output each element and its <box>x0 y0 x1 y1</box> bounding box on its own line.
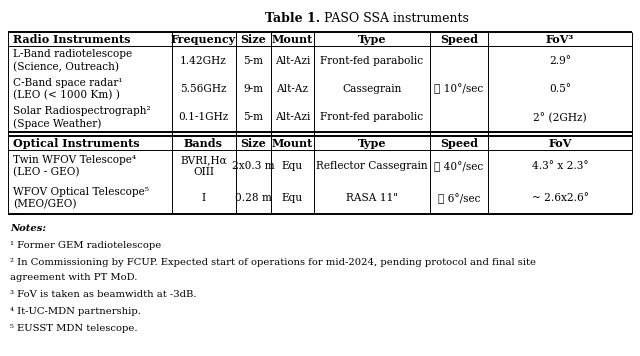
Text: Notes:: Notes: <box>10 224 46 233</box>
Text: Speed: Speed <box>440 138 478 148</box>
Text: Equ: Equ <box>282 193 303 203</box>
Text: Type: Type <box>358 138 386 148</box>
Text: Mount: Mount <box>272 138 313 148</box>
Text: ⁴ It-UC-MDN partnership.: ⁴ It-UC-MDN partnership. <box>10 307 141 316</box>
Text: 2.9°: 2.9° <box>549 56 571 66</box>
Text: Front-fed parabolic: Front-fed parabolic <box>320 56 424 66</box>
Text: 0.1-1GHz: 0.1-1GHz <box>179 112 228 122</box>
Text: 9-m: 9-m <box>243 84 264 94</box>
Text: ⩽ 6°/sec: ⩽ 6°/sec <box>438 193 480 204</box>
Text: Speed: Speed <box>440 34 478 44</box>
Text: ² In Commissioning by FCUP. Expected start of operations for mid-2024, pending p: ² In Commissioning by FCUP. Expected sta… <box>10 258 536 267</box>
Text: 2x0.3 m: 2x0.3 m <box>232 161 275 171</box>
Text: FoV: FoV <box>548 138 572 148</box>
Text: BVRI,Hα
OIII: BVRI,Hα OIII <box>180 155 227 177</box>
Text: 0.28 m: 0.28 m <box>235 193 272 203</box>
Text: agreement with PT MoD.: agreement with PT MoD. <box>10 273 138 282</box>
Text: Bands: Bands <box>184 138 223 148</box>
Text: ⩽ 10°/sec: ⩽ 10°/sec <box>435 84 483 94</box>
Text: ⁵ EUSST MDN telescope.: ⁵ EUSST MDN telescope. <box>10 324 138 333</box>
Text: Size: Size <box>241 138 266 148</box>
Text: 5-m: 5-m <box>243 112 264 122</box>
Text: ¹ Former GEM radiotelescope: ¹ Former GEM radiotelescope <box>10 241 161 250</box>
Text: Mount: Mount <box>272 34 313 44</box>
Text: ~ 2.6x2.6°: ~ 2.6x2.6° <box>531 193 589 203</box>
Text: RASA 11": RASA 11" <box>346 193 398 203</box>
Text: Radio Instruments: Radio Instruments <box>13 34 131 44</box>
Text: WFOV Optical Telescope⁵
(MEO/GEO): WFOV Optical Telescope⁵ (MEO/GEO) <box>13 187 149 210</box>
Text: Solar Radiospectrograph²
(Space Weather): Solar Radiospectrograph² (Space Weather) <box>13 106 150 129</box>
Text: Type: Type <box>358 34 386 44</box>
Text: Alt-Azi: Alt-Azi <box>275 56 310 66</box>
Text: Alt-Az: Alt-Az <box>276 84 308 94</box>
Text: 5.56GHz: 5.56GHz <box>180 84 227 94</box>
Text: PASO SSA instruments: PASO SSA instruments <box>320 12 469 25</box>
Text: Reflector Cassegrain: Reflector Cassegrain <box>316 161 428 171</box>
Text: Alt-Azi: Alt-Azi <box>275 112 310 122</box>
Text: ⩽ 40°/sec: ⩽ 40°/sec <box>435 161 483 172</box>
Text: Twin WFOV Telescope⁴
(LEO - GEO): Twin WFOV Telescope⁴ (LEO - GEO) <box>13 155 136 178</box>
Text: Cassegrain: Cassegrain <box>342 84 401 94</box>
Text: Equ: Equ <box>282 161 303 171</box>
Text: 5-m: 5-m <box>243 56 264 66</box>
Text: C-Band space radar¹
(LEO (< 1000 Km) ): C-Band space radar¹ (LEO (< 1000 Km) ) <box>13 78 122 100</box>
Text: 1.42GHz: 1.42GHz <box>180 56 227 66</box>
Text: ³ FoV is taken as beamwidth at -3dB.: ³ FoV is taken as beamwidth at -3dB. <box>10 290 196 299</box>
Text: Optical Instruments: Optical Instruments <box>13 138 140 148</box>
Text: 4.3° x 2.3°: 4.3° x 2.3° <box>532 161 588 171</box>
Text: Table 1.: Table 1. <box>265 12 320 25</box>
Text: Size: Size <box>241 34 266 44</box>
Text: 0.5°: 0.5° <box>549 84 571 94</box>
Text: I: I <box>202 193 205 203</box>
Text: Frequency: Frequency <box>171 34 236 44</box>
Text: FoV³: FoV³ <box>546 34 574 44</box>
Text: 2° (2GHz): 2° (2GHz) <box>533 112 587 123</box>
Text: L-Band radiotelescope
(Science, Outreach): L-Band radiotelescope (Science, Outreach… <box>13 49 132 72</box>
Text: Front-fed parabolic: Front-fed parabolic <box>320 112 424 122</box>
